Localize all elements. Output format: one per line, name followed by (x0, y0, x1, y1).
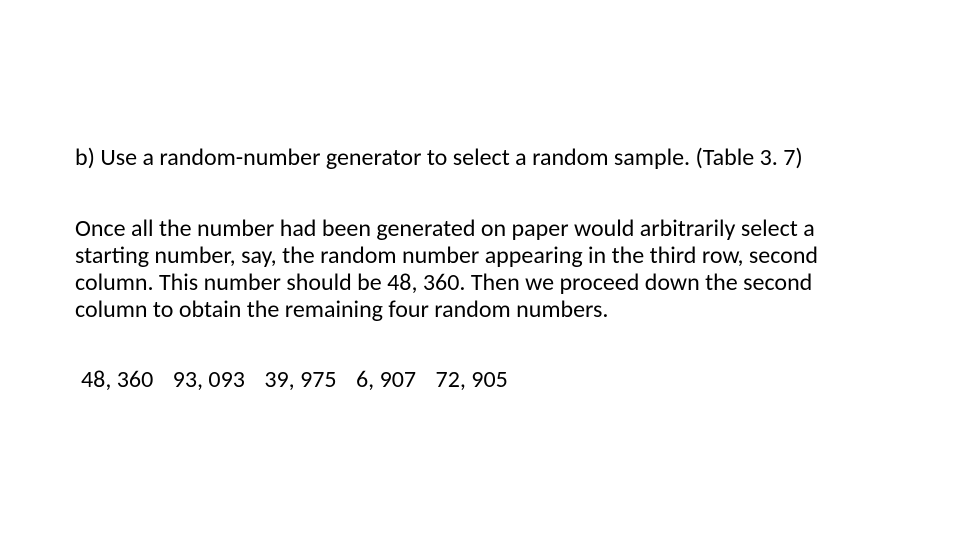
heading-paragraph: b) Use a random-number generator to sele… (75, 145, 885, 172)
numbers-row: 48, 360 93, 093 39, 975 6, 907 72, 905 (75, 367, 885, 394)
number-2: 93, 093 (173, 367, 245, 394)
number-5: 72, 905 (436, 367, 508, 394)
body-paragraph: Once all the number had been generated o… (75, 216, 885, 324)
slide: b) Use a random-number generator to sele… (0, 0, 960, 540)
number-4: 6, 907 (356, 367, 416, 394)
number-1: 48, 360 (81, 367, 153, 394)
number-3: 39, 975 (264, 367, 336, 394)
